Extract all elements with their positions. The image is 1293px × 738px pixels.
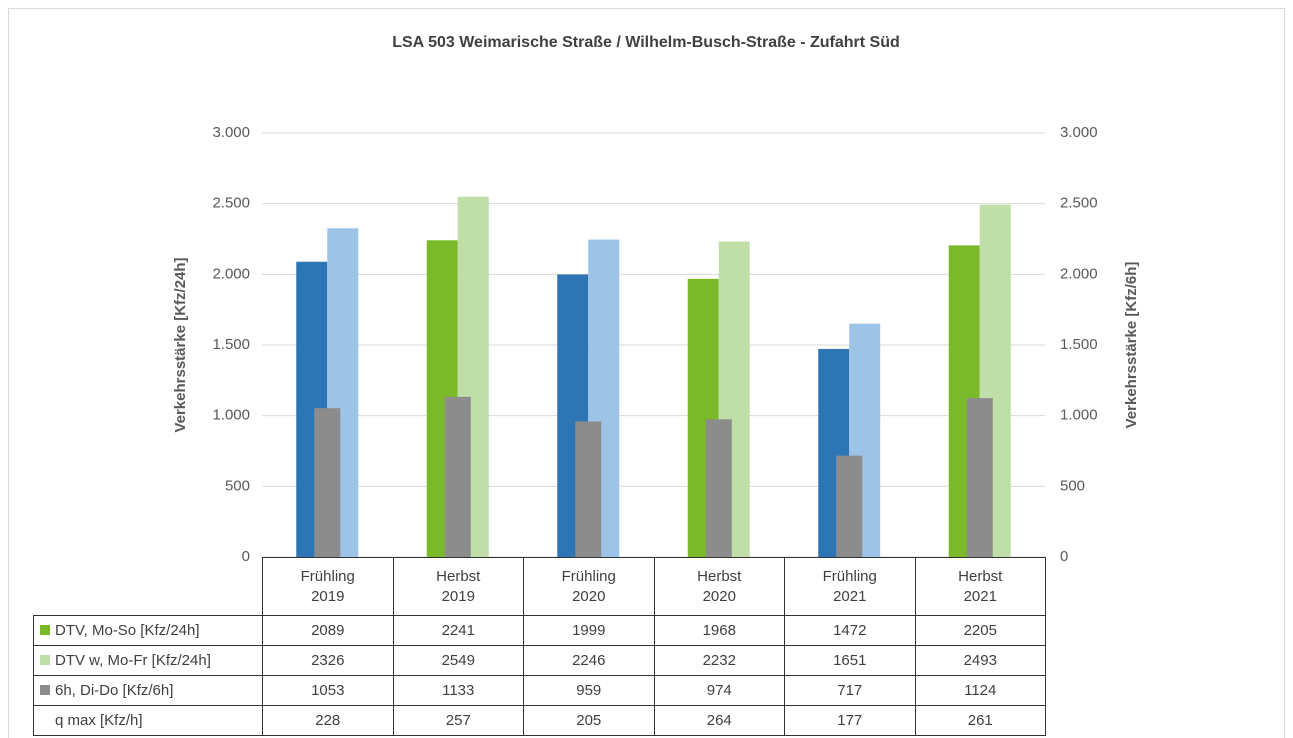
y-tick-label: 1.000 <box>212 407 250 424</box>
category-label: Herbst 2021 <box>914 557 1046 616</box>
bar <box>836 455 863 557</box>
value-cell: 2326 <box>262 645 394 676</box>
value-cell: 228 <box>262 705 394 736</box>
value-cell: 1968 <box>653 615 785 646</box>
legend-label: 6h, Di-Do [Kfz/6h] <box>55 681 174 699</box>
category-label: Frühling 2019 <box>262 557 394 616</box>
value-cell: 257 <box>392 705 524 736</box>
y-tick-label: 3.000 <box>212 124 250 141</box>
value-cell: 1472 <box>784 615 916 646</box>
y-axis-title: Verkehrsstärke [Kfz/24h] <box>172 257 189 432</box>
category-label: Frühling 2021 <box>784 557 916 616</box>
y2-tick-label: 3.000 <box>1060 124 1098 141</box>
value-cell: 1651 <box>784 645 916 676</box>
table-row: DTV, Mo-So [Kfz/24h] 2089 2241 1999 1968 1472… <box>33 615 1046 646</box>
table-row: DTV w, Mo-Fr [Kfz/24h] 2326 2549 2246 2232 16… <box>33 645 1046 676</box>
category-label: Herbst 2019 <box>392 557 524 616</box>
bar <box>575 421 602 557</box>
value-cell: 2232 <box>653 645 785 676</box>
blank-cell <box>34 558 263 616</box>
value-cell: 1053 <box>262 675 394 706</box>
y-tick-label: 2.000 <box>212 265 250 282</box>
value-cell: 1133 <box>392 675 524 706</box>
legend-label: DTV, Mo-So [Kfz/24h] <box>55 621 200 639</box>
bar <box>966 398 993 557</box>
value-cell: 2549 <box>392 645 524 676</box>
value-cell: 1999 <box>523 615 655 646</box>
bar <box>444 396 471 557</box>
legend-label: q max [Kfz/h] <box>55 711 143 729</box>
value-cell: 2241 <box>392 615 524 646</box>
value-cell: 264 <box>653 705 785 736</box>
table-header-row: Frühling 2019 Herbst 2019 Frühling 2020 Her… <box>34 557 1046 616</box>
y-tick-label: 2.500 <box>212 195 250 212</box>
series-cell: DTV, Mo-So [Kfz/24h] <box>33 615 263 646</box>
series-cell: DTV w, Mo-Fr [Kfz/24h] <box>33 645 263 676</box>
y2-axis-title: Verkehrsstärke [Kfz/6h] <box>1123 262 1140 429</box>
category-label: Frühling 2020 <box>523 557 655 616</box>
legend-marker <box>40 654 50 665</box>
y2-tick-label: 2.500 <box>1060 195 1098 212</box>
legend-marker <box>40 715 50 725</box>
value-cell: 2493 <box>914 645 1046 676</box>
chart-border <box>8 8 1285 738</box>
series-cell: 6h, Di-Do [Kfz/6h] <box>33 675 263 706</box>
value-cell: 177 <box>784 705 916 736</box>
y-tick-label: 1.500 <box>212 336 250 353</box>
value-cell: 1124 <box>914 675 1046 706</box>
value-cell: 2246 <box>523 645 655 676</box>
value-cell: 261 <box>914 705 1046 736</box>
y-tick-label: 500 <box>225 477 250 494</box>
value-cell: 2089 <box>262 615 394 646</box>
data-table: Frühling 2019 Herbst 2019 Frühling 2020 Her… <box>33 557 1046 736</box>
y2-tick-label: 1.500 <box>1060 336 1098 353</box>
chart-title: LSA 503 Weimarische Straße / Wilhelm-Bus… <box>392 34 900 51</box>
value-cell: 959 <box>523 675 655 706</box>
table-row: 6h, Di-Do [Kfz/6h] 1053 1133 959 974 717 1124 <box>33 675 1046 706</box>
value-cell: 205 <box>523 705 655 736</box>
bar <box>705 419 732 557</box>
y2-tick-label: 500 <box>1060 477 1085 494</box>
y2-tick-label: 0 <box>1060 548 1068 565</box>
y2-tick-label: 2.000 <box>1060 265 1098 282</box>
value-cell: 974 <box>653 675 785 706</box>
table-row: q max [Kfz/h] 228 257 205 264 177 261 <box>33 705 1046 736</box>
legend-label: DTV w, Mo-Fr [Kfz/24h] <box>55 651 211 669</box>
series-cell: q max [Kfz/h] <box>33 705 263 736</box>
y-tick-label: 0 <box>242 548 250 565</box>
legend-marker <box>40 684 50 695</box>
legend-marker <box>40 624 50 635</box>
value-cell: 2205 <box>914 615 1046 646</box>
category-label: Herbst 2020 <box>653 557 785 616</box>
bar <box>314 408 341 557</box>
value-cell: 717 <box>784 675 916 706</box>
y2-tick-label: 1.000 <box>1060 407 1098 424</box>
